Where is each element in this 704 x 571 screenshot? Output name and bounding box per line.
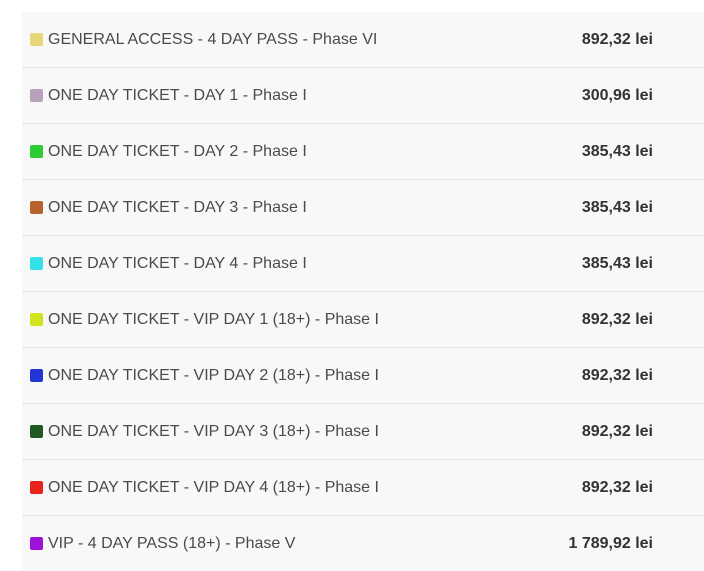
color-swatch: [30, 257, 43, 270]
ticket-row: GENERAL ACCESS - 4 DAY PASS - Phase VI 8…: [22, 12, 704, 68]
color-swatch: [30, 145, 43, 158]
color-swatch: [30, 425, 43, 438]
ticket-row: VIP - 4 DAY PASS (18+) - Phase V 1 789,9…: [22, 516, 704, 571]
ticket-price: 892,32 lei: [581, 423, 653, 440]
ticket-name: ONE DAY TICKET - DAY 3 - Phase I: [48, 199, 307, 216]
ticket-row: ONE DAY TICKET - VIP DAY 2 (18+) - Phase…: [22, 348, 704, 404]
ticket-price: 385,43 lei: [581, 199, 653, 216]
ticket-row: ONE DAY TICKET - VIP DAY 4 (18+) - Phase…: [22, 460, 704, 516]
ticket-row: ONE DAY TICKET - DAY 3 - Phase I 385,43 …: [22, 180, 704, 236]
ticket-price: 892,32 lei: [581, 367, 653, 384]
color-swatch: [30, 313, 43, 326]
ticket-row: ONE DAY TICKET - DAY 1 - Phase I 300,96 …: [22, 68, 704, 124]
ticket-row: ONE DAY TICKET - VIP DAY 1 (18+) - Phase…: [22, 292, 704, 348]
ticket-price-list: GENERAL ACCESS - 4 DAY PASS - Phase VI 8…: [22, 12, 704, 571]
ticket-name: GENERAL ACCESS - 4 DAY PASS - Phase VI: [48, 31, 378, 48]
ticket-price: 300,96 lei: [581, 87, 653, 104]
ticket-name: ONE DAY TICKET - VIP DAY 1 (18+) - Phase…: [48, 311, 379, 328]
ticket-name: ONE DAY TICKET - VIP DAY 4 (18+) - Phase…: [48, 479, 379, 496]
ticket-name: ONE DAY TICKET - DAY 2 - Phase I: [48, 143, 307, 160]
ticket-price: 892,32 lei: [581, 311, 653, 328]
color-swatch: [30, 537, 43, 550]
ticket-price: 892,32 lei: [581, 31, 653, 48]
color-swatch: [30, 201, 43, 214]
ticket-price: 385,43 lei: [581, 255, 653, 272]
ticket-price: 385,43 lei: [581, 143, 653, 160]
ticket-name: VIP - 4 DAY PASS (18+) - Phase V: [48, 535, 296, 552]
ticket-name: ONE DAY TICKET - DAY 1 - Phase I: [48, 87, 307, 104]
ticket-row: ONE DAY TICKET - DAY 4 - Phase I 385,43 …: [22, 236, 704, 292]
ticket-row: ONE DAY TICKET - VIP DAY 3 (18+) - Phase…: [22, 404, 704, 460]
ticket-name: ONE DAY TICKET - DAY 4 - Phase I: [48, 255, 307, 272]
ticket-name: ONE DAY TICKET - VIP DAY 3 (18+) - Phase…: [48, 423, 379, 440]
ticket-row: ONE DAY TICKET - DAY 2 - Phase I 385,43 …: [22, 124, 704, 180]
ticket-price: 1 789,92 lei: [568, 535, 653, 552]
color-swatch: [30, 481, 43, 494]
ticket-name: ONE DAY TICKET - VIP DAY 2 (18+) - Phase…: [48, 367, 379, 384]
color-swatch: [30, 369, 43, 382]
ticket-price: 892,32 lei: [581, 479, 653, 496]
color-swatch: [30, 89, 43, 102]
color-swatch: [30, 33, 43, 46]
